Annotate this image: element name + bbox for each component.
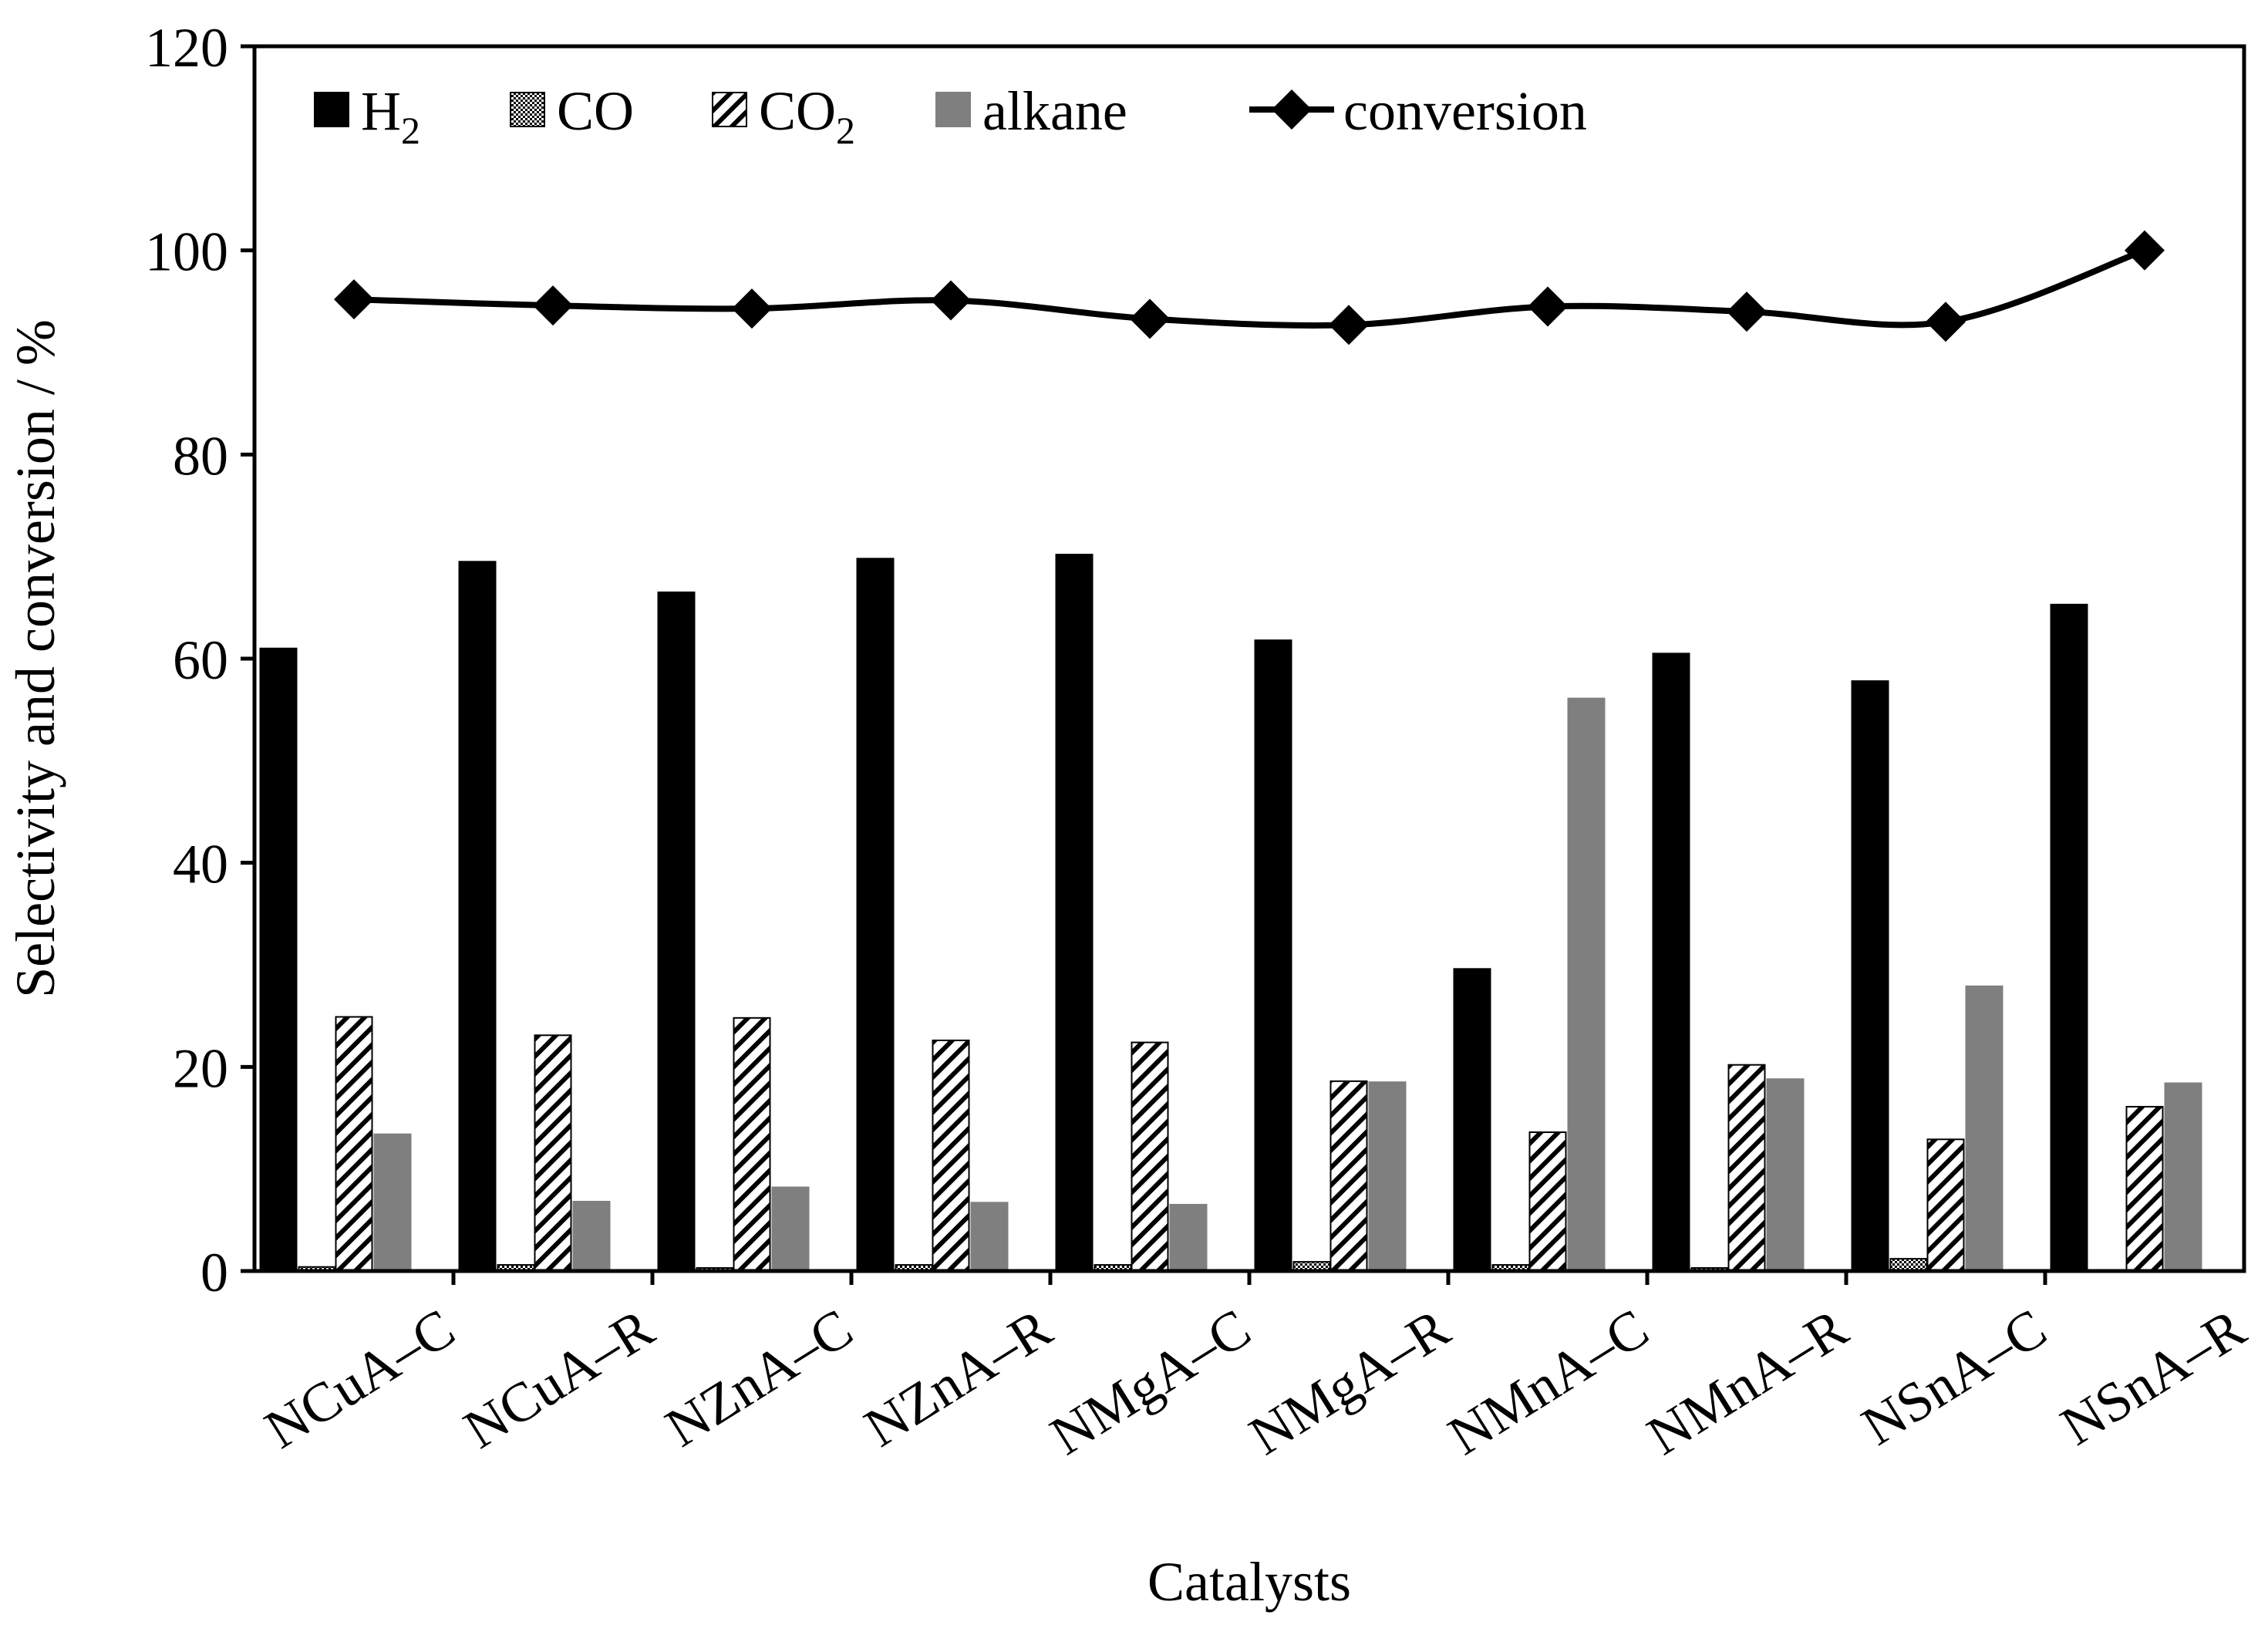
bar-alkane bbox=[2164, 1082, 2202, 1273]
legend-label-main: CO bbox=[759, 80, 836, 142]
y-tick-label: 20 bbox=[173, 1037, 228, 1099]
legend: H2 CO CO2 alkane conversion bbox=[314, 80, 1587, 152]
conversion-marker bbox=[533, 285, 573, 326]
y-tick-label: 100 bbox=[145, 221, 228, 283]
conversion-marker bbox=[2125, 230, 2165, 271]
conversion-marker bbox=[1528, 286, 1568, 327]
legend-swatch-co bbox=[510, 92, 545, 127]
bar-alkane bbox=[1169, 1203, 1208, 1272]
x-category-label: NMgA–R bbox=[1238, 1297, 1460, 1467]
conversion-line-layer bbox=[334, 230, 2165, 346]
y-axis: 0 20 40 60 80 100 120 bbox=[145, 17, 254, 1303]
bar-h2 bbox=[2050, 603, 2088, 1272]
bar-alkane bbox=[1766, 1078, 1805, 1273]
bar-co2 bbox=[1926, 1138, 1965, 1273]
legend-conversion-marker bbox=[1272, 89, 1312, 130]
bar-co2 bbox=[2125, 1105, 2164, 1273]
bar-alkane bbox=[970, 1202, 1009, 1272]
x-category-label: NCuA–C bbox=[254, 1297, 465, 1461]
bars-layer bbox=[259, 554, 2202, 1273]
conversion-marker bbox=[1130, 298, 1170, 339]
bar-h2 bbox=[1254, 639, 1292, 1272]
legend-label-main: H bbox=[361, 80, 401, 142]
legend-label-subscript: 2 bbox=[401, 109, 420, 152]
x-axis: NCuA–CNCuA–RNZnA–CNZnA–RNMgA–CNMgA–RNMnA… bbox=[254, 1271, 2256, 1467]
bar-co2 bbox=[534, 1034, 572, 1273]
y-tick-label: 120 bbox=[145, 17, 228, 79]
bar-co2 bbox=[1131, 1041, 1169, 1273]
x-category-label: NCuA–R bbox=[453, 1297, 664, 1461]
legend-label-conversion: conversion bbox=[1343, 80, 1587, 142]
bar-co2 bbox=[932, 1039, 970, 1272]
bar-co2 bbox=[1329, 1080, 1368, 1272]
conversion-marker bbox=[1727, 292, 1767, 332]
bar-co2 bbox=[733, 1017, 771, 1273]
bar-h2 bbox=[1851, 680, 1889, 1272]
bar-h2 bbox=[259, 647, 298, 1272]
bar-h2 bbox=[1055, 554, 1094, 1272]
legend-label-alkane: alkane bbox=[982, 80, 1127, 142]
bar-co2 bbox=[1528, 1131, 1567, 1272]
bar-alkane bbox=[1965, 985, 2003, 1273]
x-category-label: NZnA–C bbox=[655, 1297, 863, 1459]
x-category-label: NZnA–R bbox=[854, 1297, 1062, 1459]
bar-h2 bbox=[1652, 652, 1690, 1272]
bar-h2 bbox=[1453, 968, 1491, 1272]
bar-alkane bbox=[373, 1133, 412, 1272]
bar-alkane bbox=[1368, 1081, 1407, 1273]
legend-label-co2: CO2 bbox=[759, 80, 855, 152]
conversion-marker bbox=[732, 288, 772, 329]
legend-swatch-alkane bbox=[935, 92, 971, 127]
y-tick-label: 60 bbox=[173, 629, 228, 691]
conversion-marker bbox=[931, 280, 971, 321]
legend-label-subscript: 2 bbox=[836, 109, 855, 152]
x-axis-title: Catalysts bbox=[1147, 1551, 1351, 1613]
legend-label-co: CO bbox=[557, 80, 634, 142]
legend-swatch-co2 bbox=[712, 92, 747, 127]
bar-co2 bbox=[1727, 1064, 1766, 1272]
bar-alkane bbox=[771, 1186, 810, 1273]
conversion-line bbox=[353, 247, 2146, 329]
bar-alkane bbox=[572, 1201, 611, 1272]
legend-label-main: alkane bbox=[982, 80, 1127, 142]
conversion-marker bbox=[1926, 302, 1966, 342]
conversion-marker bbox=[334, 279, 374, 320]
bar-h2 bbox=[458, 561, 497, 1272]
x-category-label: NSnA–R bbox=[2051, 1297, 2256, 1458]
x-category-label: NSnA–C bbox=[1852, 1297, 2057, 1458]
x-category-label: NMnA–R bbox=[1636, 1297, 1858, 1467]
x-category-label: NMnA–C bbox=[1437, 1297, 1659, 1467]
conversion-marker bbox=[1329, 305, 1369, 346]
bar-alkane bbox=[1567, 697, 1606, 1272]
y-axis-title: Selectivity and conversion / % bbox=[5, 319, 66, 998]
y-tick-label: 40 bbox=[173, 834, 228, 895]
y-tick-label: 0 bbox=[201, 1242, 228, 1303]
bar-co2 bbox=[335, 1016, 373, 1272]
bar-h2 bbox=[657, 591, 696, 1272]
legend-swatch-h2 bbox=[314, 92, 349, 127]
legend-label-h2: H2 bbox=[361, 80, 420, 152]
x-category-label: NMgA–C bbox=[1040, 1297, 1261, 1467]
bar-h2 bbox=[856, 558, 895, 1272]
y-tick-label: 80 bbox=[173, 425, 228, 487]
legend-label-main: CO bbox=[557, 80, 634, 142]
